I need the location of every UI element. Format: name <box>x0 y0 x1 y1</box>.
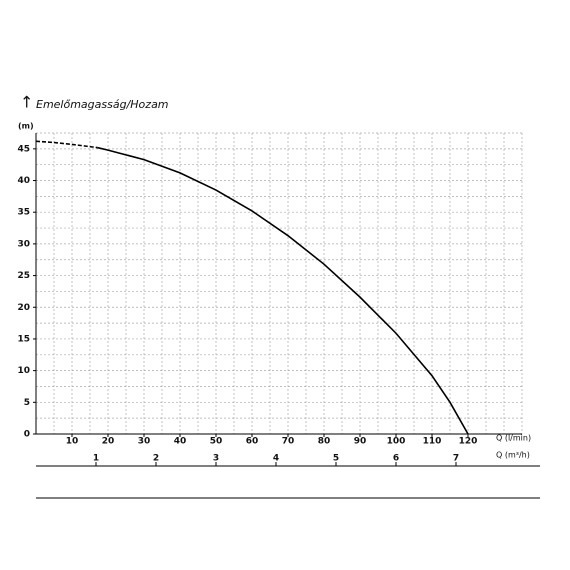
y-tick-label: 10 <box>17 366 30 376</box>
x2-tick-label: 6 <box>393 454 399 464</box>
x2-tick-label: 4 <box>273 454 279 464</box>
x-tick-label: 20 <box>102 437 115 447</box>
x-tick-label: 70 <box>282 437 295 447</box>
x-tick-label: 10 <box>66 437 79 447</box>
x-tick-label: 60 <box>246 437 259 447</box>
y-tick-label: 0 <box>24 430 30 440</box>
x-tick-label: 120 <box>459 437 478 447</box>
x-tick-label: 90 <box>354 437 367 447</box>
x-tick-label: 80 <box>318 437 331 447</box>
x2-axis-label: Q (m³/h) <box>496 451 530 460</box>
y-tick-label: 30 <box>17 239 30 249</box>
x-tick-label: 50 <box>210 437 223 447</box>
curve <box>97 146 469 435</box>
x2-tick-label: 3 <box>213 454 219 464</box>
arrow: ↑ <box>20 93 33 112</box>
y-tick-label: 20 <box>17 303 30 313</box>
y-tick-label: 25 <box>17 271 30 281</box>
x-tick-label: 40 <box>174 437 187 447</box>
y-axis-label: Emelőmagasság/Hozam <box>36 98 169 111</box>
curve <box>35 140 98 149</box>
y-tick-label: 35 <box>17 208 30 218</box>
y-tick-label: 40 <box>17 176 30 186</box>
x-tick-label: 100 <box>387 437 406 447</box>
y-tick-label: 5 <box>24 398 30 408</box>
x2-tick-label: 7 <box>453 454 459 464</box>
x-tick-label: 30 <box>138 437 151 447</box>
x2-tick-label: 5 <box>333 454 339 464</box>
y-tick-label: 45 <box>17 144 30 154</box>
y-unit: (m) <box>18 122 34 131</box>
x2-tick-label: 1 <box>93 454 99 464</box>
x-tick-label: 110 <box>423 437 442 447</box>
x-axis-label: Q (l/min) <box>496 434 531 443</box>
y-tick-label: 15 <box>17 334 30 344</box>
x2-tick-label: 2 <box>153 454 159 464</box>
